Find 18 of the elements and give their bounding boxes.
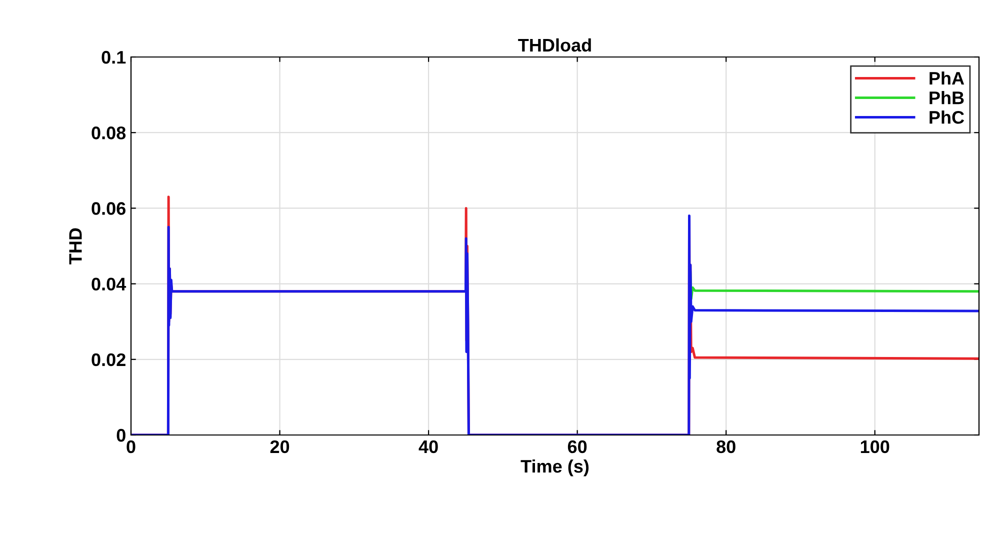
y-axis-title: THD [69,228,82,264]
chart-title: THDload [518,38,591,52]
y-tick-label: 0.04 [92,278,126,291]
y-tick-label: 0.08 [92,126,126,140]
legend-label: PhA [930,71,964,85]
legend-label: PhC [930,110,964,124]
x-tick-label: 40 [418,440,438,454]
x-tick-label: 20 [270,440,290,454]
legend-label: PhB [930,90,964,104]
y-tick-label: 0.06 [92,202,126,215]
x-tick-label: 0 [126,440,136,454]
x-tick-label: 100 [860,440,890,454]
y-tick-label: 0.02 [92,353,126,366]
y-tick-label: 0 [116,428,126,442]
x-tick-label: 60 [568,440,587,454]
x-tick-label: 80 [716,440,736,454]
x-axis-title: Time (s) [520,459,589,476]
y-tick-label: 0.1 [102,50,126,64]
